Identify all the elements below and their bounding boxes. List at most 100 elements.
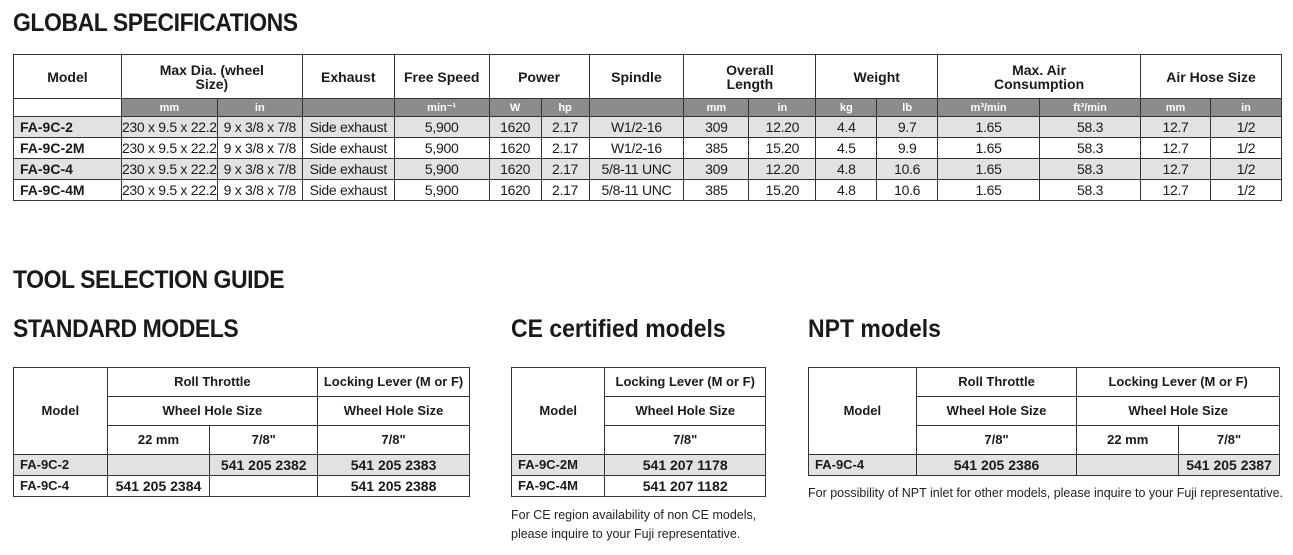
model-cell: FA-9C-2M bbox=[510, 454, 606, 476]
table-cell: Side exhaust bbox=[301, 137, 395, 159]
unit-cell: mm bbox=[120, 98, 218, 117]
table-cell: 1.65 bbox=[937, 179, 1041, 201]
standard-models-title: STANDARD MODELS bbox=[13, 315, 239, 343]
table-cell: 1.65 bbox=[937, 116, 1041, 138]
unit-cell: mm bbox=[683, 98, 750, 117]
table-cell: 4.8 bbox=[815, 179, 878, 201]
table-row: FA-9C-4M 230 x 9.5 x 22.2 9 x 3/8 x 7/8 … bbox=[13, 179, 1283, 201]
header-locking-lever: Locking Lever (M or F) bbox=[1076, 367, 1280, 397]
header-overall-length-label: Overall Length bbox=[726, 61, 774, 92]
table-row: FA-9C-4M 541 207 1182 bbox=[510, 475, 766, 497]
npt-models-table: Model Roll Throttle Locking Lever (M or … bbox=[808, 367, 1280, 476]
table-cell: 5,900 bbox=[393, 179, 490, 201]
table-cell: 230 x 9.5 x 22.2 bbox=[120, 116, 218, 138]
header-model: Model bbox=[510, 367, 606, 455]
header-wheel-hole-size: Wheel Hole Size bbox=[1076, 396, 1280, 426]
header-size-7-8: 7/8" bbox=[915, 425, 1078, 455]
table-cell: 58.3 bbox=[1039, 137, 1142, 159]
table-cell: 385 bbox=[683, 137, 750, 159]
header-max-dia-label: Max Dia. (wheel Size) bbox=[159, 61, 264, 92]
part-number-cell bbox=[209, 475, 319, 497]
header-model: Model bbox=[13, 367, 108, 455]
header-size-22mm: 22 mm bbox=[1076, 425, 1180, 455]
header-wheel-hole-size: Wheel Hole Size bbox=[317, 396, 470, 426]
table-cell: 309 bbox=[683, 158, 750, 180]
header-overall-length: Overall Length bbox=[683, 54, 817, 99]
header-size-7-8: 7/8" bbox=[317, 425, 470, 455]
ce-models-table: Model Locking Lever (M or F) Wheel Hole … bbox=[510, 367, 766, 497]
table-cell: 5,900 bbox=[393, 158, 490, 180]
model-cell: FA-9C-2 bbox=[13, 454, 108, 476]
header-size-22mm: 22 mm bbox=[106, 425, 211, 455]
model-cell: FA-9C-4M bbox=[510, 475, 606, 497]
part-number-cell: 541 205 2383 bbox=[317, 454, 470, 476]
standard-models-table: Model Roll Throttle Locking Lever (M or … bbox=[13, 367, 470, 497]
table-cell: 58.3 bbox=[1039, 116, 1142, 138]
table-row: FA-9C-2M 541 207 1178 bbox=[510, 454, 766, 476]
table-cell: 1.65 bbox=[937, 137, 1041, 159]
table-cell: 4.8 bbox=[815, 158, 878, 180]
header-exhaust: Exhaust bbox=[301, 54, 395, 99]
part-number-cell: 541 205 2387 bbox=[1178, 454, 1280, 476]
unit-cell: m³/min bbox=[937, 98, 1041, 117]
table-cell: 12.7 bbox=[1140, 158, 1211, 180]
header-model: Model bbox=[808, 367, 917, 455]
part-number-cell: 541 207 1182 bbox=[604, 475, 766, 497]
unit-cell: W bbox=[488, 98, 542, 117]
header-roll-throttle: Roll Throttle bbox=[915, 367, 1078, 397]
part-number-cell bbox=[1076, 454, 1180, 476]
unit-cell-model bbox=[13, 98, 122, 117]
unit-cell: kg bbox=[815, 98, 878, 117]
header-max-air: Max. Air Consumption bbox=[937, 54, 1142, 99]
table-cell: 1/2 bbox=[1209, 116, 1283, 138]
table-cell: 2.17 bbox=[540, 116, 590, 138]
header-size-7-8: 7/8" bbox=[209, 425, 319, 455]
part-number-cell: 541 205 2384 bbox=[106, 475, 211, 497]
header-air-hose-size: Air Hose Size bbox=[1140, 54, 1282, 99]
header-wheel-hole-size: Wheel Hole Size bbox=[915, 396, 1078, 426]
table-cell: 2.17 bbox=[540, 179, 590, 201]
table-cell: Side exhaust bbox=[301, 116, 395, 138]
header-free-speed: Free Speed bbox=[393, 54, 490, 99]
ce-note-line: For CE region availability of non CE mod… bbox=[511, 508, 757, 522]
table-row: FA-9C-4 230 x 9.5 x 22.2 9 x 3/8 x 7/8 S… bbox=[13, 158, 1283, 180]
table-cell: 9 x 3/8 x 7/8 bbox=[216, 116, 303, 138]
table-cell: 230 x 9.5 x 22.2 bbox=[120, 179, 218, 201]
unit-cell: mm bbox=[1140, 98, 1211, 117]
unit-cell: in bbox=[1209, 98, 1283, 117]
model-cell: FA-9C-4 bbox=[808, 454, 917, 476]
table-cell: 230 x 9.5 x 22.2 bbox=[120, 137, 218, 159]
part-number-cell: 541 205 2386 bbox=[915, 454, 1078, 476]
table-row: FA-9C-2 541 205 2382 541 205 2383 bbox=[13, 454, 470, 476]
table-cell: W1/2-16 bbox=[588, 116, 685, 138]
header-locking-lever: Locking Lever (M or F) bbox=[317, 367, 470, 397]
table-cell: 15.20 bbox=[748, 137, 817, 159]
table-cell: 9.7 bbox=[876, 116, 939, 138]
table-cell: 12.20 bbox=[748, 158, 817, 180]
header-power: Power bbox=[488, 54, 590, 99]
table-row: FA-9C-4 541 205 2386 541 205 2387 bbox=[808, 454, 1280, 476]
header-max-air-label: Max. Air Consumption bbox=[993, 61, 1085, 92]
table-cell: 1620 bbox=[488, 137, 542, 159]
table-row: FA-9C-2 230 x 9.5 x 22.2 9 x 3/8 x 7/8 S… bbox=[13, 116, 1283, 138]
table-cell: 9 x 3/8 x 7/8 bbox=[216, 158, 303, 180]
table-cell: 385 bbox=[683, 179, 750, 201]
unit-cell: min⁻¹ bbox=[393, 98, 490, 117]
tool-selection-guide-title: TOOL SELECTION GUIDE bbox=[13, 266, 285, 294]
table-cell: 15.20 bbox=[748, 179, 817, 201]
header-size-7-8: 7/8" bbox=[604, 425, 766, 455]
table-cell: Side exhaust bbox=[301, 179, 395, 201]
table-cell: 5,900 bbox=[393, 137, 490, 159]
part-number-cell: 541 207 1178 bbox=[604, 454, 766, 476]
table-cell: 4.5 bbox=[815, 137, 878, 159]
table-cell: 230 x 9.5 x 22.2 bbox=[120, 158, 218, 180]
unit-cell: in bbox=[748, 98, 817, 117]
table-cell: 1/2 bbox=[1209, 137, 1283, 159]
unit-cell: hp bbox=[540, 98, 590, 117]
model-cell: FA-9C-4 bbox=[13, 475, 108, 497]
table-cell: 1620 bbox=[488, 179, 542, 201]
table-row: FA-9C-2M 230 x 9.5 x 22.2 9 x 3/8 x 7/8 … bbox=[13, 137, 1283, 159]
header-locking-lever: Locking Lever (M or F) bbox=[604, 367, 766, 397]
table-cell: 5/8-11 UNC bbox=[588, 158, 685, 180]
table-cell: 1620 bbox=[488, 116, 542, 138]
